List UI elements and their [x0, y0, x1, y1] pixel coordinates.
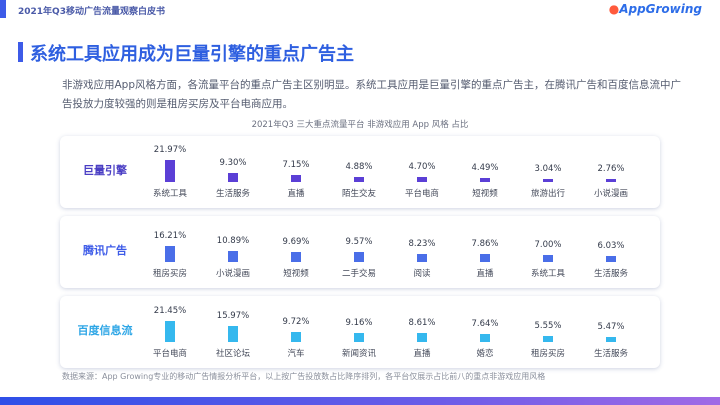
brand-logo: ●AppGrowing	[609, 2, 702, 16]
category-label-baidu-3: 新闻资讯	[341, 349, 376, 359]
value-label-tencent-7: 6.03%	[597, 240, 625, 251]
category-label-tencent-4: 阅读	[413, 269, 431, 279]
category-label-tencent-2: 短视频	[283, 269, 309, 279]
category-label-baidu-1: 社区论坛	[215, 349, 250, 359]
category-label-baidu-6: 租房买房	[530, 349, 565, 359]
category-label-baidu-7: 生活服务	[593, 349, 628, 359]
value-label-juliang-4: 4.70%	[408, 162, 436, 173]
category-label-tencent-5: 直播	[476, 269, 494, 279]
bar-baidu-0	[165, 320, 175, 342]
bar-tencent-1	[228, 251, 238, 262]
bar-tencent-3	[354, 252, 364, 262]
category-label-juliang-7: 小说漫画	[593, 189, 628, 199]
category-label-juliang-3: 陌生交友	[341, 189, 376, 199]
value-label-baidu-0: 21.45%	[153, 305, 187, 316]
bar-juliang-2	[291, 174, 301, 182]
brand-name: AppGrowing	[619, 2, 702, 16]
bar-juliang-7	[606, 179, 616, 182]
bar-tencent-4	[417, 253, 427, 262]
value-label-baidu-2: 9.72%	[282, 317, 310, 328]
category-label-baidu-5: 婚恋	[476, 349, 494, 359]
report-title: 2021年Q3移动广告流量观察白皮书	[18, 7, 165, 17]
data-source-note: 数据来源：App Growing专业的移动广告情报分析平台，以上按广告投放数占比…	[62, 372, 546, 381]
value-label-tencent-4: 8.23%	[408, 238, 436, 249]
bar-baidu-4	[417, 333, 427, 342]
category-label-juliang-1: 生活服务	[215, 189, 250, 199]
page-title: 系统工具应用成为巨量引擎的重点广告主	[30, 44, 354, 65]
value-label-baidu-7: 5.47%	[597, 321, 625, 332]
value-label-baidu-5: 7.64%	[471, 319, 499, 330]
platform-label-juliang: 巨量引擎	[83, 164, 127, 177]
header-accent-bar	[0, 0, 6, 18]
value-label-tencent-1: 10.89%	[216, 236, 250, 247]
bar-baidu-5	[480, 334, 490, 342]
category-label-baidu-0: 平台电商	[152, 349, 187, 359]
platform-panel-tencent: 腾讯广告 16.21% 租房买房 10.89% 小说漫画 9.69% 短视频 9.57% 二手…	[60, 216, 660, 288]
bar-tencent-5	[480, 254, 490, 262]
bar-baidu-6	[543, 336, 553, 342]
category-label-juliang-5: 短视频	[472, 189, 498, 199]
chart-title: 2021年Q3 三大重点流量平台 非游戏应用 App 风格 占比	[251, 120, 469, 130]
footer-gradient-band	[0, 397, 720, 405]
value-label-tencent-5: 7.86%	[471, 239, 499, 250]
category-label-tencent-7: 生活服务	[593, 269, 628, 279]
bar-tencent-0	[165, 245, 175, 262]
value-label-juliang-5: 4.49%	[471, 162, 499, 173]
bar-tencent-6	[543, 255, 553, 262]
bar-baidu-1	[228, 326, 238, 342]
value-label-baidu-6: 5.55%	[534, 321, 562, 332]
bar-juliang-4	[417, 177, 427, 182]
value-label-tencent-2: 9.69%	[282, 237, 310, 248]
category-label-baidu-4: 直播	[413, 349, 431, 359]
platform-panel-juliang: 巨量引擎 21.97% 系统工具 9.30% 生活服务 7.15% 直播 4.88% 陌生交友…	[60, 136, 660, 208]
brand-mark-icon: ●	[608, 2, 620, 16]
category-label-juliang-6: 旅游出行	[530, 189, 565, 199]
category-label-baidu-2: 汽车	[287, 349, 305, 359]
value-label-juliang-2: 7.15%	[282, 159, 310, 170]
value-label-juliang-1: 9.30%	[219, 157, 247, 168]
value-label-tencent-0: 16.21%	[153, 230, 187, 241]
bar-juliang-0	[165, 160, 175, 182]
category-label-tencent-1: 小说漫画	[215, 269, 250, 279]
value-label-baidu-4: 8.61%	[408, 318, 436, 329]
value-label-tencent-3: 9.57%	[345, 237, 373, 248]
bar-juliang-5	[480, 177, 490, 182]
value-label-juliang-7: 2.76%	[597, 164, 625, 174]
headline-accent	[18, 42, 23, 62]
category-label-tencent-3: 二手交易	[341, 269, 376, 279]
platform-label-tencent: 腾讯广告	[83, 244, 127, 257]
bar-tencent-7	[606, 255, 616, 262]
bar-juliang-3	[354, 177, 364, 182]
platform-panel-baidu: 百度信息流 21.45% 平台电商 15.97% 社区论坛 9.72% 汽车 9.16% 新闻…	[60, 296, 660, 368]
category-label-tencent-6: 系统工具	[530, 269, 565, 279]
platform-label-baidu: 百度信息流	[77, 324, 133, 337]
bar-baidu-7	[606, 336, 616, 342]
bar-tencent-2	[291, 252, 301, 262]
bar-baidu-2	[291, 332, 301, 342]
bar-baidu-3	[354, 332, 364, 342]
value-label-baidu-3: 9.16%	[345, 317, 373, 328]
value-label-juliang-0: 21.97%	[153, 145, 187, 156]
value-label-tencent-6: 7.00%	[534, 240, 562, 250]
value-label-juliang-6: 3.04%	[534, 163, 562, 174]
category-label-tencent-0: 租房买房	[152, 269, 187, 279]
value-label-baidu-1: 15.97%	[216, 311, 250, 322]
category-label-juliang-2: 直播	[287, 189, 305, 199]
description-text: 非游戏应用App风格方面，各流量平台的重点广告主区别明显。系统工具应用是巨量引擎…	[62, 79, 682, 110]
bar-juliang-6	[543, 178, 553, 182]
value-label-juliang-3: 4.88%	[345, 162, 373, 173]
category-label-juliang-0: 系统工具	[152, 189, 187, 199]
category-label-juliang-4: 平台电商	[404, 189, 439, 199]
bar-juliang-1	[228, 172, 238, 182]
